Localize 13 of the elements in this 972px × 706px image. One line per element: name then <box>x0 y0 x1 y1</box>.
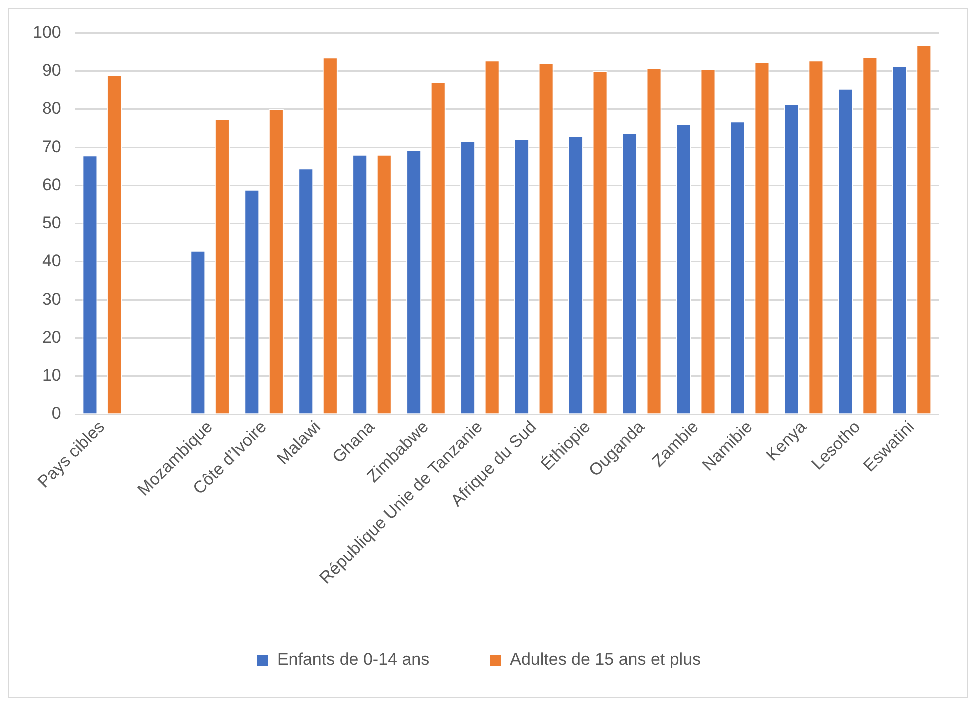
y-tick-label: 100 <box>32 22 62 42</box>
y-tick-label: 80 <box>42 99 62 118</box>
y-tick-label: 40 <box>42 252 62 271</box>
y-tick-label: 20 <box>42 328 62 347</box>
y-tick-label: 30 <box>42 290 62 309</box>
y-tick-label: 90 <box>42 61 62 80</box>
y-tick-label: 60 <box>42 175 62 194</box>
y-tick-label: 50 <box>42 214 62 233</box>
legend-label: Enfants de 0-14 ans <box>277 650 430 670</box>
y-tick-label: 70 <box>42 137 62 156</box>
y-tick-label: 10 <box>42 366 62 386</box>
y-tick-label: 0 <box>52 404 62 424</box>
legend-label: Adultes de 15 ans et plus <box>510 650 702 670</box>
